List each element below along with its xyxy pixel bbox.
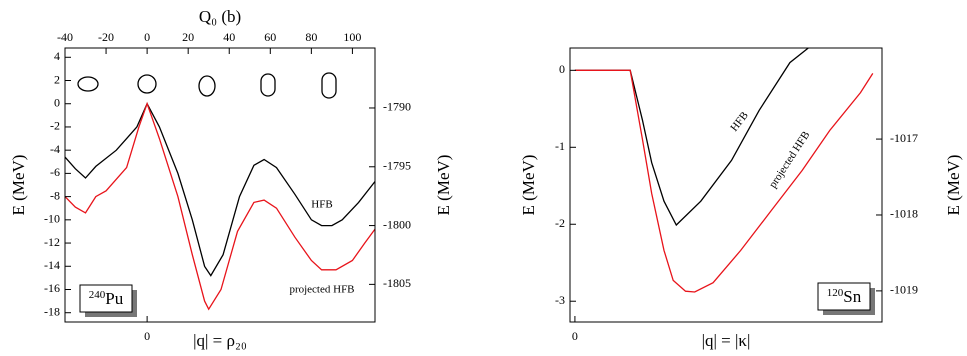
y2-tick-label: -1800 <box>383 217 411 231</box>
line-series <box>574 69 874 293</box>
x-top-tick-label: 20 <box>182 30 194 44</box>
y-tick-label: -8 <box>50 188 60 202</box>
y2-tick-label: -1018 <box>890 207 918 221</box>
annotation: projected HFB <box>289 284 354 296</box>
y2-axis-label: E (MeV) <box>434 155 453 216</box>
y2-tick-label: -1019 <box>890 283 918 297</box>
y2-tick-label: -1805 <box>383 276 411 290</box>
plot-frame <box>64 47 376 323</box>
nucleus-label: 240Pu <box>89 289 124 308</box>
element-symbol: Sn <box>843 287 861 306</box>
x-top-tick-label: -40 <box>57 30 73 44</box>
y2-tick-label: -1017 <box>890 131 918 145</box>
y-tick-label: 2 <box>54 72 60 86</box>
nucleus-label: 120Sn <box>827 287 862 306</box>
mass-number: 240 <box>89 289 106 301</box>
x-top-tick-label: 0 <box>144 30 150 44</box>
x-top-tick-label: 40 <box>223 30 235 44</box>
x-tick-label: 0 <box>572 329 578 343</box>
x-top-tick-label: 60 <box>264 30 276 44</box>
y2-tick-label: -1795 <box>383 159 411 173</box>
line-series <box>64 102 376 277</box>
y2-tick-label: -1790 <box>383 100 411 114</box>
x-axis-label: |q| = |κ| <box>702 331 751 350</box>
x-top-axis-label: Q₀ (b) <box>199 7 241 26</box>
y-axis-label: E (MeV) <box>519 155 538 216</box>
element-symbol: Pu <box>105 289 123 308</box>
shape-icons <box>77 72 337 99</box>
y-tick-label: -10 <box>44 212 60 226</box>
y-tick-label: -12 <box>44 235 60 249</box>
line-series <box>574 47 809 227</box>
x-top-tick-label: -20 <box>98 30 114 44</box>
y-tick-label: -2 <box>50 119 60 133</box>
y-tick-label: 0 <box>54 95 60 109</box>
y-tick-label: 0 <box>559 62 565 76</box>
y-tick-label: -6 <box>50 165 60 179</box>
annotation: projected HFB <box>767 129 813 190</box>
y-tick-label: -14 <box>44 258 60 272</box>
label-box <box>817 282 871 311</box>
y-tick-label: -3 <box>555 293 565 307</box>
x-top-tick-label: 80 <box>305 30 317 44</box>
mass-number: 120 <box>827 287 844 299</box>
x-top-tick-label: 100 <box>343 30 361 44</box>
y2-axis-label: E (MeV) <box>944 155 963 216</box>
y-tick-label: 4 <box>54 49 60 63</box>
y-tick-label: -18 <box>44 304 60 318</box>
y-axis-label: E (MeV) <box>9 155 28 216</box>
x-axis-label: |q| = ρ₂₀ <box>193 331 247 350</box>
y-tick-label: -1 <box>555 139 565 153</box>
line-series <box>64 101 376 311</box>
y-tick-label: -4 <box>50 142 60 156</box>
y-tick-label: -16 <box>44 281 60 295</box>
annotation: HFB <box>311 199 332 211</box>
x-tick-label: 0 <box>144 329 150 343</box>
plot-frame <box>569 47 883 323</box>
label-box <box>79 284 133 313</box>
y-tick-label: -2 <box>555 216 565 230</box>
